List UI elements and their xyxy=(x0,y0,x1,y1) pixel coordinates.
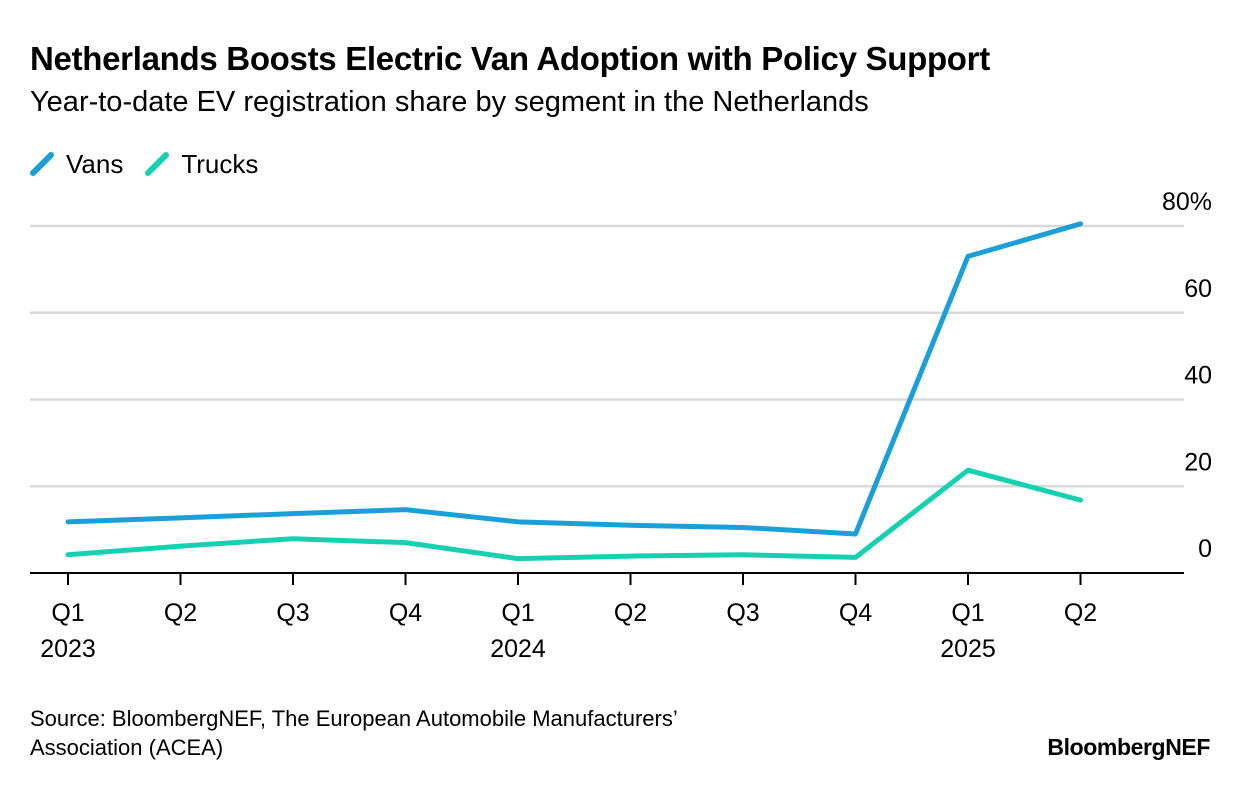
source-note: Source: BloombergNEF, The European Autom… xyxy=(30,704,850,762)
source-line-2: Association (ACEA) xyxy=(30,735,224,760)
x-tick-label-6: Q3 xyxy=(726,599,759,627)
series-line-trucks xyxy=(65,467,1083,562)
x-tick-label-2: Q3 xyxy=(276,599,309,627)
legend-item-trucks: Trucks xyxy=(145,149,258,180)
chart-legend: Vans Trucks xyxy=(30,146,280,182)
x-tick-label-9: Q2 xyxy=(1064,599,1097,627)
x-year-label-2023: 2023 xyxy=(40,635,96,663)
legend-label-vans: Vans xyxy=(66,148,124,179)
line-chart: 0 20 40 60 80% Q1 Q2 Q3 Q4 Q1 Q2 Q3 Q4 Q1 Q2 2023 2024 2… xyxy=(30,188,1212,663)
x-tick-label-8: Q1 xyxy=(951,599,984,627)
x-tick-label-0: Q1 xyxy=(51,599,84,627)
x-tick-label-7: Q4 xyxy=(839,599,872,627)
brand-logo: BloombergNEF xyxy=(1047,734,1210,760)
y-tick-label-0: 0 xyxy=(1198,535,1212,563)
x-year-label-2025: 2025 xyxy=(940,635,996,663)
y-tick-label-60: 60 xyxy=(1184,275,1212,303)
chart-title: Netherlands Boosts Electric Van Adoption… xyxy=(30,40,990,77)
chart-subtitle: Year-to-date EV registration share by se… xyxy=(30,86,869,118)
legend-label-trucks: Trucks xyxy=(181,148,259,179)
legend-line-vans xyxy=(30,152,54,176)
legend-item-vans: Vans xyxy=(30,149,123,180)
x-axis-ticks: Q1 Q2 Q3 Q4 Q1 Q2 Q3 Q4 Q1 Q2 2023 2024 2025 xyxy=(40,573,1097,663)
gridlines xyxy=(30,224,1184,488)
y-tick-label-40: 40 xyxy=(1184,362,1212,390)
x-tick-label-4: Q1 xyxy=(501,599,534,627)
y-axis-ticks: 0 20 40 60 80% xyxy=(1162,188,1212,563)
y-tick-label-80: 80% xyxy=(1162,188,1212,216)
x-year-label-2024: 2024 xyxy=(490,635,546,663)
x-tick-label-3: Q4 xyxy=(389,599,422,627)
x-tick-label-5: Q2 xyxy=(614,599,647,627)
legend-line-trucks xyxy=(145,152,170,176)
legend-swatch-trucks xyxy=(145,152,170,176)
y-tick-label-20: 20 xyxy=(1184,448,1212,476)
x-tick-label-1: Q2 xyxy=(164,599,197,627)
legend-swatch-vans xyxy=(30,152,54,176)
series-lines xyxy=(65,221,1083,562)
series-line-vans xyxy=(65,221,1083,537)
source-line-1: Source: BloombergNEF, The European Autom… xyxy=(30,706,678,731)
